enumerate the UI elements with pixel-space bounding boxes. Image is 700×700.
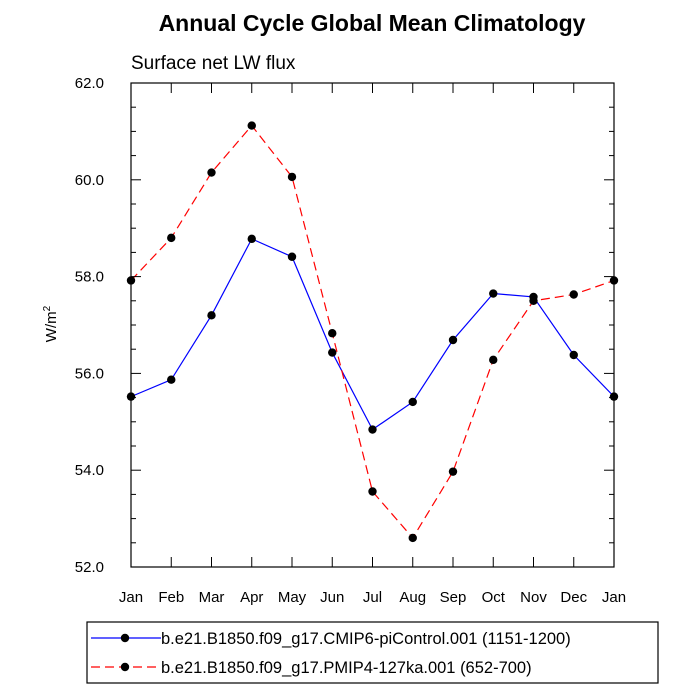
y-tick-label: 54.0 — [75, 462, 104, 479]
legend-marker-2 — [120, 662, 130, 672]
data-point-series-2 — [489, 355, 498, 365]
data-point-series-2 — [448, 467, 458, 476]
x-tick-label: Aug — [399, 589, 426, 606]
x-tick-label: Feb — [158, 589, 184, 606]
data-point-series-2 — [328, 329, 337, 338]
x-tick-label: Dec — [560, 589, 587, 606]
x-tick-label: Apr — [240, 589, 263, 606]
data-point-series-1 — [207, 311, 216, 320]
data-point-series-2 — [167, 233, 176, 243]
legend: b.e21.B1850.f09_g17.CMIP6-piControl.001 … — [86, 621, 659, 684]
series-line-2 — [130, 124, 615, 539]
data-point-series-1 — [448, 335, 458, 345]
x-tick-label: Mar — [199, 589, 225, 606]
x-tick-label: Jan — [602, 589, 626, 606]
legend-marker-1 — [120, 633, 130, 643]
data-point-series-1 — [408, 397, 417, 407]
data-point-series-1 — [287, 252, 297, 261]
y-axis-label-superscript: 2 — [42, 305, 53, 311]
data-point-series-2 — [569, 290, 578, 299]
y-tick-label: 60.0 — [75, 172, 104, 189]
y-tick-label: 62.0 — [75, 75, 104, 92]
data-point-series-2 — [287, 172, 297, 182]
y-tick-label: 56.0 — [75, 365, 104, 382]
data-point-series-2 — [247, 121, 256, 130]
data-point-series-1 — [328, 348, 337, 357]
y-axis-label: W/m2 — [42, 305, 60, 342]
data-point-series-2 — [207, 168, 216, 177]
y-tick-label: 58.0 — [75, 269, 104, 286]
x-tick-label: Jun — [320, 589, 344, 606]
data-point-series-2 — [529, 296, 538, 305]
data-point-series-2 — [368, 487, 377, 496]
y-axis-label-text: W/m — [43, 311, 60, 342]
plot-area — [126, 121, 619, 543]
chart-subtitle: Surface net LW flux — [131, 53, 296, 74]
x-tick-label: Nov — [520, 589, 547, 606]
data-point-series-1 — [247, 234, 256, 244]
x-tick-label: Jan — [119, 589, 143, 606]
series-line-1 — [130, 238, 615, 431]
data-point-series-1 — [489, 289, 498, 298]
legend-label-2: b.e21.B1850.f09_g17.PMIP4-127ka.001 (652… — [161, 659, 532, 677]
legend-box — [86, 621, 659, 684]
legend-label-1: b.e21.B1850.f09_g17.CMIP6-piControl.001 … — [161, 630, 571, 648]
data-point-series-1 — [167, 375, 176, 384]
y-tick-label: 52.0 — [75, 559, 104, 576]
data-point-series-1 — [368, 425, 377, 434]
axes: Jan Feb Mar Apr May Jun Jul Aug Sep Oct Nov Dec Jan 5… — [75, 75, 626, 606]
x-tick-label: Jul — [363, 589, 382, 606]
svg-text:W/m2: W/m2 — [42, 305, 60, 342]
x-tick-label: Sep — [440, 589, 467, 606]
x-tick-label: May — [278, 589, 307, 606]
data-point-series-1 — [569, 350, 578, 360]
x-tick-label: Oct — [482, 589, 506, 606]
chart-title: Annual Cycle Global Mean Climatology — [159, 10, 586, 36]
data-point-series-2 — [408, 533, 417, 543]
